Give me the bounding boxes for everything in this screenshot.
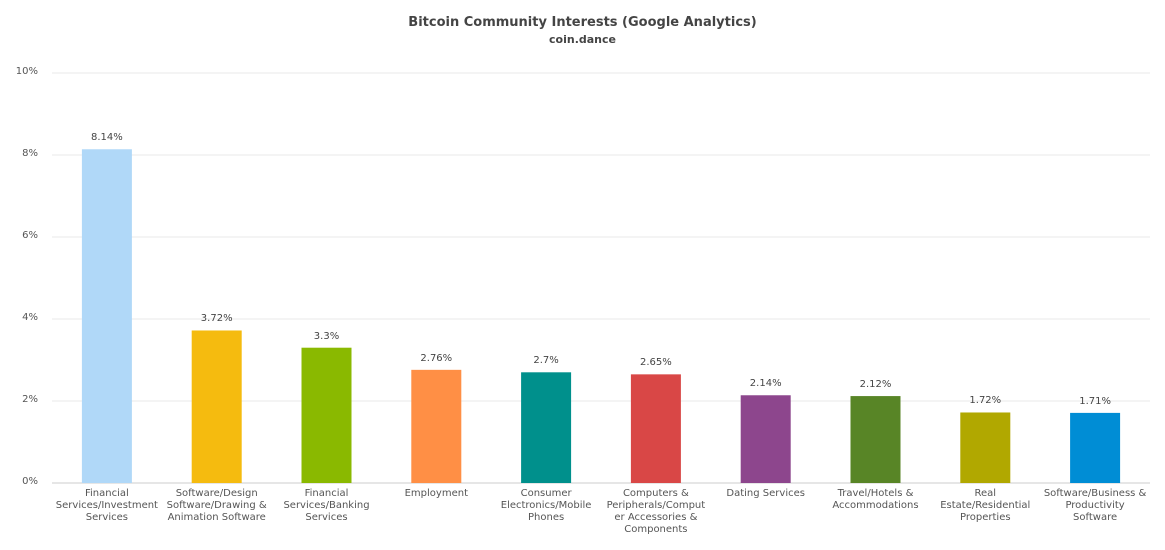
chart-subtitle: coin.dance	[549, 33, 616, 46]
x-tick-label: Financial Services/Banking Services	[283, 488, 370, 523]
x-tick-label: Software/Business & Productivity Softwar…	[1043, 488, 1147, 523]
x-tick-label: Travel/Hotels & Accommodations	[832, 488, 919, 511]
bar[interactable]	[850, 396, 901, 483]
bar[interactable]	[301, 347, 352, 483]
x-tick-label: Computers & Peripherals/Computer Accesso…	[606, 488, 706, 535]
y-tick-label: 6%	[22, 230, 38, 241]
data-label: 1.71%	[1079, 395, 1111, 407]
bar[interactable]	[81, 149, 132, 483]
data-label: 3.72%	[200, 313, 233, 325]
x-tick-label: Employment	[404, 488, 468, 499]
data-label: 2.76%	[420, 352, 453, 364]
y-tick-label: 8%	[22, 148, 38, 159]
data-label: 1.72%	[969, 395, 1002, 407]
data-label: 2.7%	[533, 355, 559, 367]
y-tick-label: 4%	[22, 312, 38, 323]
bar[interactable]	[630, 374, 681, 483]
data-label: 8.14%	[91, 132, 123, 144]
data-label: 2.12%	[859, 379, 892, 391]
y-tick-label: 10%	[15, 66, 38, 77]
bar[interactable]	[960, 412, 1011, 483]
bar[interactable]	[1070, 412, 1121, 483]
x-tick-label: Real Estate/Residential Properties	[940, 488, 1031, 523]
y-tick-label: 0%	[22, 476, 38, 487]
data-label: 3.3%	[313, 330, 340, 342]
data-label: 2.14%	[749, 378, 782, 390]
x-tick-label: Dating Services	[726, 488, 805, 499]
data-label: 2.65%	[640, 357, 672, 369]
bar[interactable]	[411, 369, 462, 483]
bar[interactable]	[740, 395, 791, 483]
x-tick-label: Consumer Electronics/Mobile Phones	[500, 488, 592, 523]
x-tick-label: Software/Design Software/Drawing & Anima…	[166, 488, 267, 523]
y-tick-label: 2%	[22, 394, 38, 405]
bar[interactable]	[521, 372, 572, 483]
bar[interactable]	[191, 330, 242, 483]
x-tick-label: Financial Services/Investment Services	[55, 488, 158, 523]
chart-title: Bitcoin Community Interests (Google Anal…	[408, 15, 757, 30]
